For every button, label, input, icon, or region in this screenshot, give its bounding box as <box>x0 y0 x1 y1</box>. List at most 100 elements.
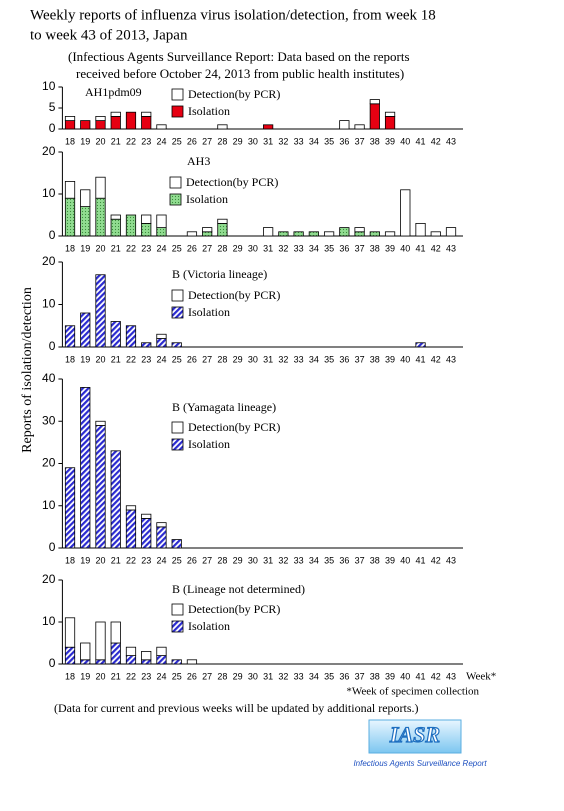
legend-swatch <box>171 620 184 633</box>
bar <box>384 111 396 117</box>
bar <box>95 420 106 426</box>
y-tick-label: 30 <box>42 413 56 427</box>
bar <box>95 274 106 348</box>
x-tick-label: 37 <box>355 136 365 146</box>
x-tick-label: 26 <box>187 354 197 364</box>
bar <box>110 642 121 665</box>
bar <box>64 325 76 348</box>
x-tick-label: 19 <box>80 136 90 146</box>
x-tick-label: 36 <box>339 671 349 681</box>
bar <box>64 197 76 237</box>
x-tick-label: 22 <box>126 243 136 253</box>
y-tick-label: 0 <box>49 339 56 353</box>
bar <box>95 176 106 199</box>
bar <box>323 231 335 237</box>
x-tick-label: 33 <box>294 555 304 565</box>
x-tick-label: 30 <box>248 243 258 253</box>
bar <box>156 124 167 130</box>
bar <box>125 646 137 657</box>
x-tick-label: 43 <box>446 671 456 681</box>
x-tick-label: 29 <box>233 671 243 681</box>
x-tick-label: 19 <box>80 354 90 364</box>
bar <box>293 231 304 237</box>
bar <box>110 218 121 237</box>
x-tick-label: 28 <box>217 354 227 364</box>
bar <box>64 617 76 648</box>
y-tick-label: 10 <box>42 614 56 628</box>
bar <box>141 222 152 237</box>
bar <box>64 467 76 549</box>
bar <box>415 342 426 348</box>
x-tick-label: 33 <box>294 136 304 146</box>
x-tick-label: 42 <box>431 354 441 364</box>
panel-label: AH3 <box>187 154 210 168</box>
y-tick-label: 10 <box>42 79 56 93</box>
x-tick-label: 32 <box>278 243 288 253</box>
bar <box>80 189 91 208</box>
legend-swatch <box>171 88 184 101</box>
bar <box>64 180 76 199</box>
x-tick-label: 42 <box>431 555 441 565</box>
bar <box>80 120 91 130</box>
x-tick-label: 26 <box>187 555 197 565</box>
y-tick-label: 10 <box>42 186 56 200</box>
bar <box>202 231 213 237</box>
x-tick-label: 32 <box>278 671 288 681</box>
y-tick-label: 10 <box>42 297 56 311</box>
bar <box>202 227 213 233</box>
x-tick-label: 24 <box>156 354 166 364</box>
bar <box>369 231 380 237</box>
x-tick-label: 23 <box>141 671 151 681</box>
logo-title: IASR <box>389 722 440 747</box>
x-tick-label: 34 <box>309 555 319 565</box>
x-tick-label: 29 <box>233 243 243 253</box>
y-tick-label: 20 <box>42 572 56 586</box>
note: (Data for current and previous weeks wil… <box>54 701 419 715</box>
x-tick-label: 32 <box>278 354 288 364</box>
bar <box>339 227 350 237</box>
x-tick-label: 19 <box>80 671 90 681</box>
x-tick-label: 25 <box>172 136 182 146</box>
x-tick-label: 18 <box>65 243 75 253</box>
x-tick-label: 36 <box>339 243 349 253</box>
x-tick-label: 40 <box>400 136 410 146</box>
title-line: Weekly reports of influenza virus isolat… <box>30 7 436 23</box>
x-tick-label: 26 <box>187 671 197 681</box>
x-tick-label: 31 <box>263 354 273 364</box>
x-tick-label: 22 <box>126 555 136 565</box>
bar <box>95 425 106 549</box>
x-tick-label: 34 <box>309 354 319 364</box>
subtitle-line: received before October 24, 2013 from pu… <box>76 66 404 81</box>
y-tick-label: 0 <box>49 656 56 670</box>
legend-label: Detection(by PCR) <box>188 87 280 101</box>
legend-swatch <box>171 289 184 302</box>
x-tick-label: 25 <box>172 671 182 681</box>
legend-swatch <box>171 421 184 434</box>
x-tick-label: 24 <box>156 555 166 565</box>
bar <box>156 214 167 228</box>
x-tick-label: 38 <box>370 243 380 253</box>
bar <box>64 120 76 130</box>
bar <box>217 218 228 224</box>
x-tick-label: 25 <box>172 555 182 565</box>
bar <box>110 116 121 130</box>
bar <box>141 659 152 665</box>
bar <box>80 387 91 549</box>
title-line: to week 43 of 2013, Japan <box>30 27 188 43</box>
bar <box>263 124 274 130</box>
bar <box>141 518 152 549</box>
x-tick-label: 26 <box>187 136 197 146</box>
x-tick-label: 18 <box>65 136 75 146</box>
bar <box>430 231 441 237</box>
bar <box>217 124 228 130</box>
bar <box>384 116 396 130</box>
x-tick-label: 21 <box>111 243 121 253</box>
x-tick-label: 22 <box>126 354 136 364</box>
legend-swatch <box>169 176 182 189</box>
x-tick-label: 29 <box>233 136 243 146</box>
bar <box>156 338 167 348</box>
x-tick-label: 30 <box>248 136 258 146</box>
bar <box>339 120 350 130</box>
x-tick-label: 24 <box>156 243 166 253</box>
bar <box>110 111 121 117</box>
